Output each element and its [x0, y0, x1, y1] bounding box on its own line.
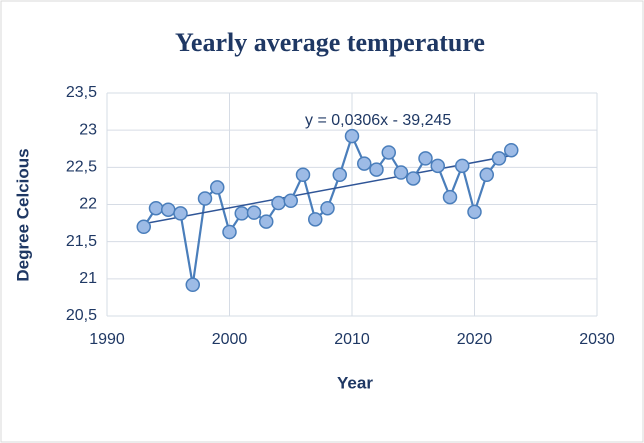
- data-point: [381, 145, 396, 160]
- data-point: [222, 224, 237, 240]
- data-point: [344, 128, 360, 144]
- data-point: [210, 180, 225, 195]
- data-point: [308, 212, 323, 227]
- data-point: [173, 206, 188, 221]
- y-tick-label: 22: [79, 196, 97, 213]
- data-point: [369, 162, 384, 177]
- x-tick-label: 2030: [579, 331, 615, 348]
- data-point: [148, 200, 164, 216]
- data-point: [491, 151, 507, 166]
- x-axis-label: Year: [337, 373, 373, 392]
- data-point: [295, 167, 311, 183]
- data-point: [504, 142, 519, 158]
- data-point: [393, 165, 409, 180]
- x-tick-label: 2020: [457, 331, 493, 348]
- y-tick-label: 21,5: [66, 233, 97, 250]
- x-tick-label: 1990: [89, 331, 125, 348]
- data-point: [185, 277, 200, 293]
- y-tick-label: 23: [79, 121, 97, 138]
- data-point: [283, 193, 298, 209]
- data-point: [161, 202, 176, 217]
- data-point: [246, 205, 262, 220]
- x-tick-label: 2010: [334, 331, 370, 348]
- y-tick-label: 20,5: [66, 307, 97, 324]
- data-point: [479, 167, 494, 183]
- data-point: [136, 219, 151, 235]
- y-tick-label: 21: [79, 270, 97, 287]
- trendline-equation: y = 0,0306x - 39,245: [305, 112, 451, 129]
- data-point: [406, 171, 421, 186]
- data-point: [234, 206, 249, 221]
- data-point: [197, 191, 213, 206]
- data-point: [357, 156, 372, 171]
- data-point: [442, 189, 458, 205]
- data-point: [467, 204, 482, 220]
- y-tick-label: 23,5: [66, 84, 97, 101]
- data-point: [259, 214, 274, 229]
- data-point: [271, 195, 286, 211]
- data-point: [430, 158, 445, 174]
- data-point: [455, 158, 470, 174]
- data-point: [332, 167, 347, 183]
- data-point: [418, 151, 433, 166]
- y-axis-label: Degree Celcious: [13, 148, 32, 281]
- trendline: [143, 154, 512, 225]
- chart-title: Yearly average temperature: [175, 28, 485, 57]
- y-tick-label: 22,5: [66, 159, 97, 176]
- data-point: [320, 200, 335, 216]
- x-tick-label: 2000: [212, 331, 248, 348]
